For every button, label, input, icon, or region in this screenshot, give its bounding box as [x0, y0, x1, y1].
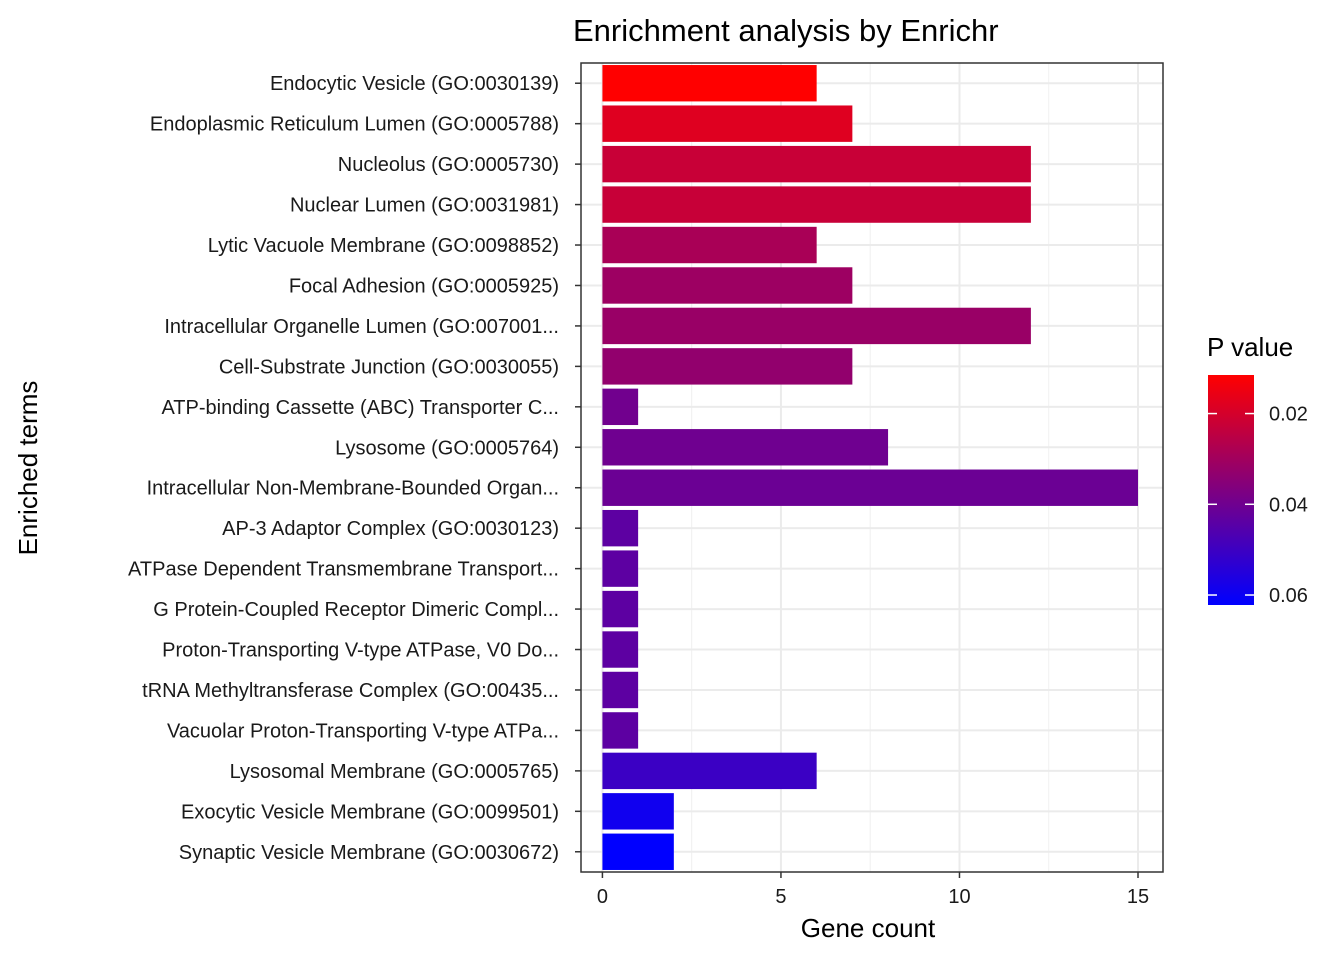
legend-tick-label: 0.04 [1269, 494, 1308, 516]
bar [602, 267, 853, 304]
bar [602, 186, 1031, 223]
y-tick-label: Lytic Vacuole Membrane (GO:0098852) [208, 235, 559, 257]
bar [602, 590, 639, 628]
bar [602, 388, 639, 426]
bar [602, 712, 639, 749]
y-tick-label: Lysosome (GO:0005764) [335, 437, 559, 459]
bar [602, 671, 639, 709]
y-tick-label: Endoplasmic Reticulum Lumen (GO:0005788) [150, 114, 559, 136]
panel-background [581, 63, 1163, 872]
bar [602, 307, 1031, 345]
chart-title: Enrichment analysis by Enrichr [573, 13, 999, 48]
x-tick-label: 10 [948, 886, 970, 908]
p-value-legend: P value 0.02 0.04 0.06 [1207, 332, 1308, 607]
bar [602, 348, 853, 385]
y-tick-label: Cell-Substrate Junction (GO:0030055) [219, 356, 559, 378]
y-tick-label: tRNA Methyltransferase Complex (GO:00435… [142, 680, 559, 702]
bar [602, 509, 639, 547]
plot-panel [580, 62, 1164, 873]
legend-tick-label: 0.06 [1269, 585, 1308, 607]
bar [602, 429, 889, 466]
y-tick-label: Endocytic Vesicle (GO:0030139) [270, 73, 559, 95]
y-axis-title: Enriched terms [13, 381, 43, 556]
legend-title: P value [1207, 332, 1293, 362]
bar [602, 752, 817, 790]
bar [602, 226, 817, 264]
y-tick-label: Intracellular Organelle Lumen (GO:007001… [164, 316, 559, 338]
y-tick-label: Vacuolar Proton-Transporting V-type ATPa… [167, 720, 559, 742]
bar [602, 105, 853, 142]
bar [602, 631, 639, 668]
legend-colorbar [1208, 375, 1254, 605]
panel-border [580, 62, 1164, 873]
bar [602, 145, 1031, 183]
y-tick-label: Nuclear Lumen (GO:0031981) [290, 195, 559, 217]
y-tick-label: Synaptic Vesicle Membrane (GO:0030672) [179, 842, 559, 864]
x-tick-label: 0 [597, 886, 608, 908]
bar [602, 793, 674, 830]
x-tick-label: 15 [1127, 886, 1149, 908]
y-tick-label: AP-3 Adaptor Complex (GO:0030123) [222, 518, 559, 540]
bar [602, 65, 817, 102]
y-tick-label: G Protein-Coupled Receptor Dimeric Compl… [153, 599, 559, 621]
y-tick-label: Focal Adhesion (GO:0005925) [289, 275, 559, 297]
y-tick-label: ATP-binding Cassette (ABC) Transporter C… [161, 397, 559, 419]
bar [602, 550, 639, 587]
y-tick-label: ATPase Dependent Transmembrane Transport… [128, 559, 559, 581]
x-tick-label: 5 [775, 886, 786, 908]
y-tick-label: Nucleolus (GO:0005730) [338, 154, 559, 176]
y-tick-label: Exocytic Vesicle Membrane (GO:0099501) [181, 801, 559, 823]
bar [602, 833, 674, 870]
x-axis-title: Gene count [801, 913, 936, 943]
bar [602, 469, 1139, 506]
legend-tick-label: 0.02 [1269, 404, 1308, 426]
y-tick-label: Proton-Transporting V-type ATPase, V0 Do… [162, 640, 559, 662]
y-tick-label: Lysosomal Membrane (GO:0005765) [230, 761, 559, 783]
y-tick-label: Intracellular Non-Membrane-Bounded Organ… [147, 478, 559, 500]
